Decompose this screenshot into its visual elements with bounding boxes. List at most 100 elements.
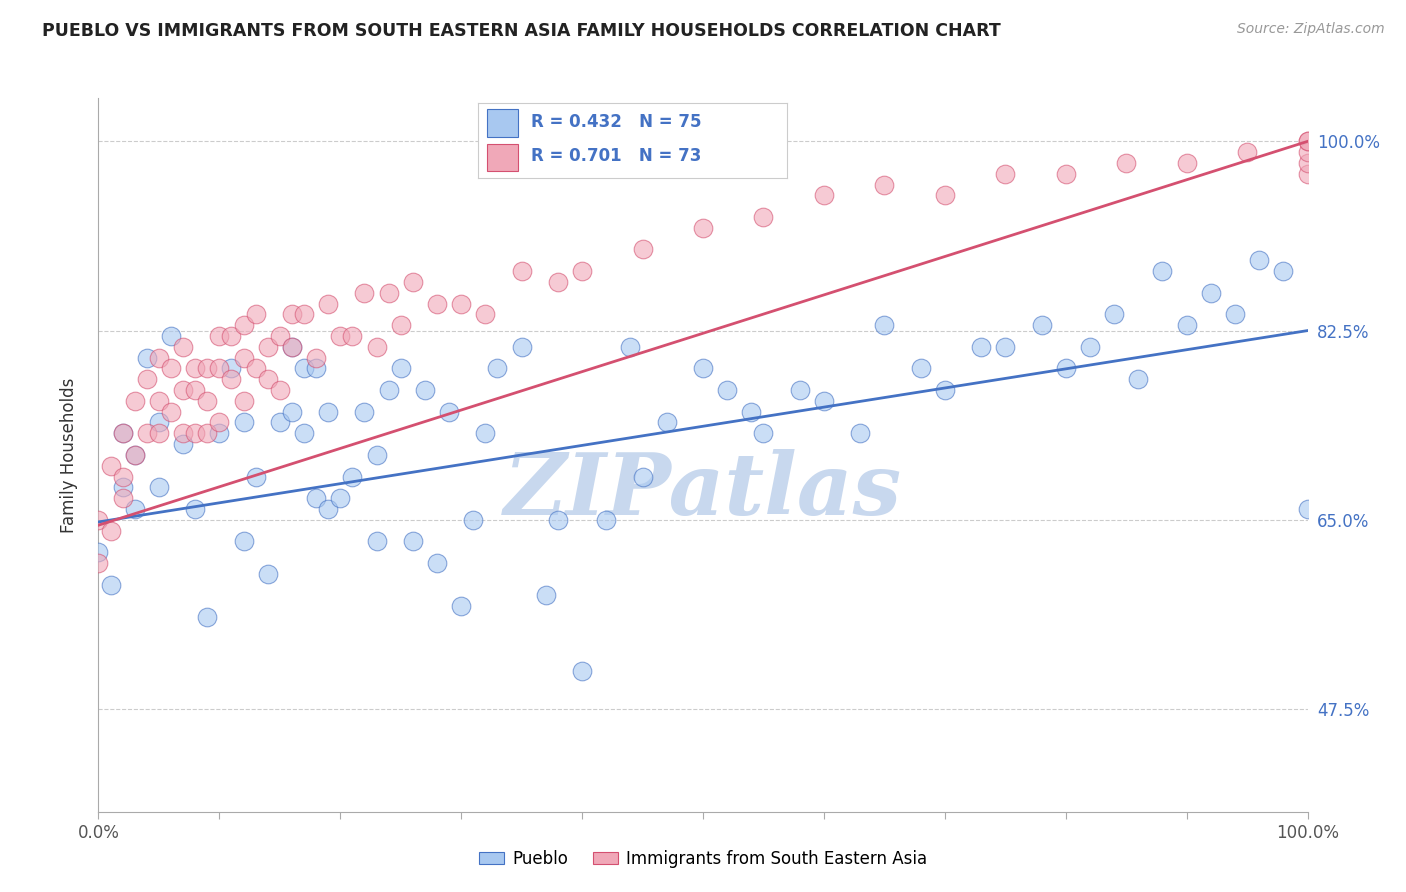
Point	[377, 383, 399, 397]
Point	[184, 426, 207, 441]
Point	[148, 351, 170, 365]
Point	[195, 610, 218, 624]
Point	[402, 275, 425, 289]
Point	[1296, 145, 1319, 160]
Point	[970, 340, 993, 354]
Point	[316, 405, 339, 419]
Point	[135, 351, 157, 365]
Point	[184, 361, 207, 376]
Point	[305, 491, 328, 505]
Point	[269, 329, 291, 343]
Point	[305, 361, 328, 376]
Point	[208, 416, 231, 430]
Point	[474, 307, 496, 321]
Point	[474, 426, 496, 441]
Point	[100, 458, 122, 473]
Point	[655, 416, 678, 430]
Point	[232, 534, 254, 549]
Point	[148, 416, 170, 430]
Point	[172, 426, 194, 441]
Point	[124, 502, 146, 516]
Point	[221, 329, 243, 343]
Bar	[488, 144, 519, 171]
Point	[232, 351, 254, 365]
Point	[813, 393, 835, 408]
Point	[208, 329, 231, 343]
Point	[1223, 307, 1246, 321]
Point	[692, 361, 714, 376]
Point	[111, 480, 134, 494]
Point	[305, 351, 328, 365]
Point	[87, 513, 110, 527]
Point	[124, 393, 146, 408]
Point	[135, 372, 157, 386]
Point	[1054, 361, 1077, 376]
Point	[148, 426, 170, 441]
Point	[366, 340, 388, 354]
Point	[595, 513, 617, 527]
Point	[160, 329, 183, 343]
Point	[195, 393, 218, 408]
Point	[366, 448, 388, 462]
Point	[510, 340, 533, 354]
Point	[184, 502, 207, 516]
Point	[752, 210, 775, 224]
Point	[849, 426, 872, 441]
Point	[172, 340, 194, 354]
Point	[245, 469, 267, 483]
Point	[910, 361, 932, 376]
Text: R = 0.701   N = 73: R = 0.701 N = 73	[530, 147, 702, 165]
Point	[486, 361, 509, 376]
Y-axis label: Family Households: Family Households	[59, 377, 77, 533]
Point	[221, 372, 243, 386]
Point	[1296, 502, 1319, 516]
Point	[232, 416, 254, 430]
Point	[172, 383, 194, 397]
Point	[752, 426, 775, 441]
Point	[450, 296, 472, 310]
Point	[813, 188, 835, 202]
Point	[281, 307, 304, 321]
Point	[342, 469, 364, 483]
Point	[1175, 156, 1198, 170]
Point	[934, 383, 956, 397]
Point	[256, 372, 278, 386]
Point	[1102, 307, 1125, 321]
Point	[269, 416, 291, 430]
Point	[1152, 264, 1174, 278]
Point	[316, 296, 339, 310]
Point	[631, 469, 654, 483]
Point	[256, 340, 278, 354]
Point	[571, 664, 593, 678]
Point	[172, 437, 194, 451]
Point	[208, 426, 231, 441]
Point	[571, 264, 593, 278]
Point	[366, 534, 388, 549]
Point	[292, 361, 315, 376]
Point	[221, 361, 243, 376]
Point	[245, 361, 267, 376]
Point	[160, 361, 183, 376]
Point	[692, 220, 714, 235]
Point	[873, 178, 896, 192]
Point	[450, 599, 472, 614]
Point	[124, 448, 146, 462]
Point	[534, 589, 557, 603]
Point	[329, 329, 352, 343]
Point	[87, 556, 110, 570]
Point	[353, 405, 375, 419]
Point	[1078, 340, 1101, 354]
Point	[195, 426, 218, 441]
Point	[111, 469, 134, 483]
Point	[100, 577, 122, 591]
Point	[1272, 264, 1295, 278]
Point	[1296, 156, 1319, 170]
Point	[269, 383, 291, 397]
Point	[160, 405, 183, 419]
Point	[111, 491, 134, 505]
Point	[111, 426, 134, 441]
Point	[437, 405, 460, 419]
Point	[740, 405, 762, 419]
Point	[389, 318, 412, 333]
Point	[87, 545, 110, 559]
